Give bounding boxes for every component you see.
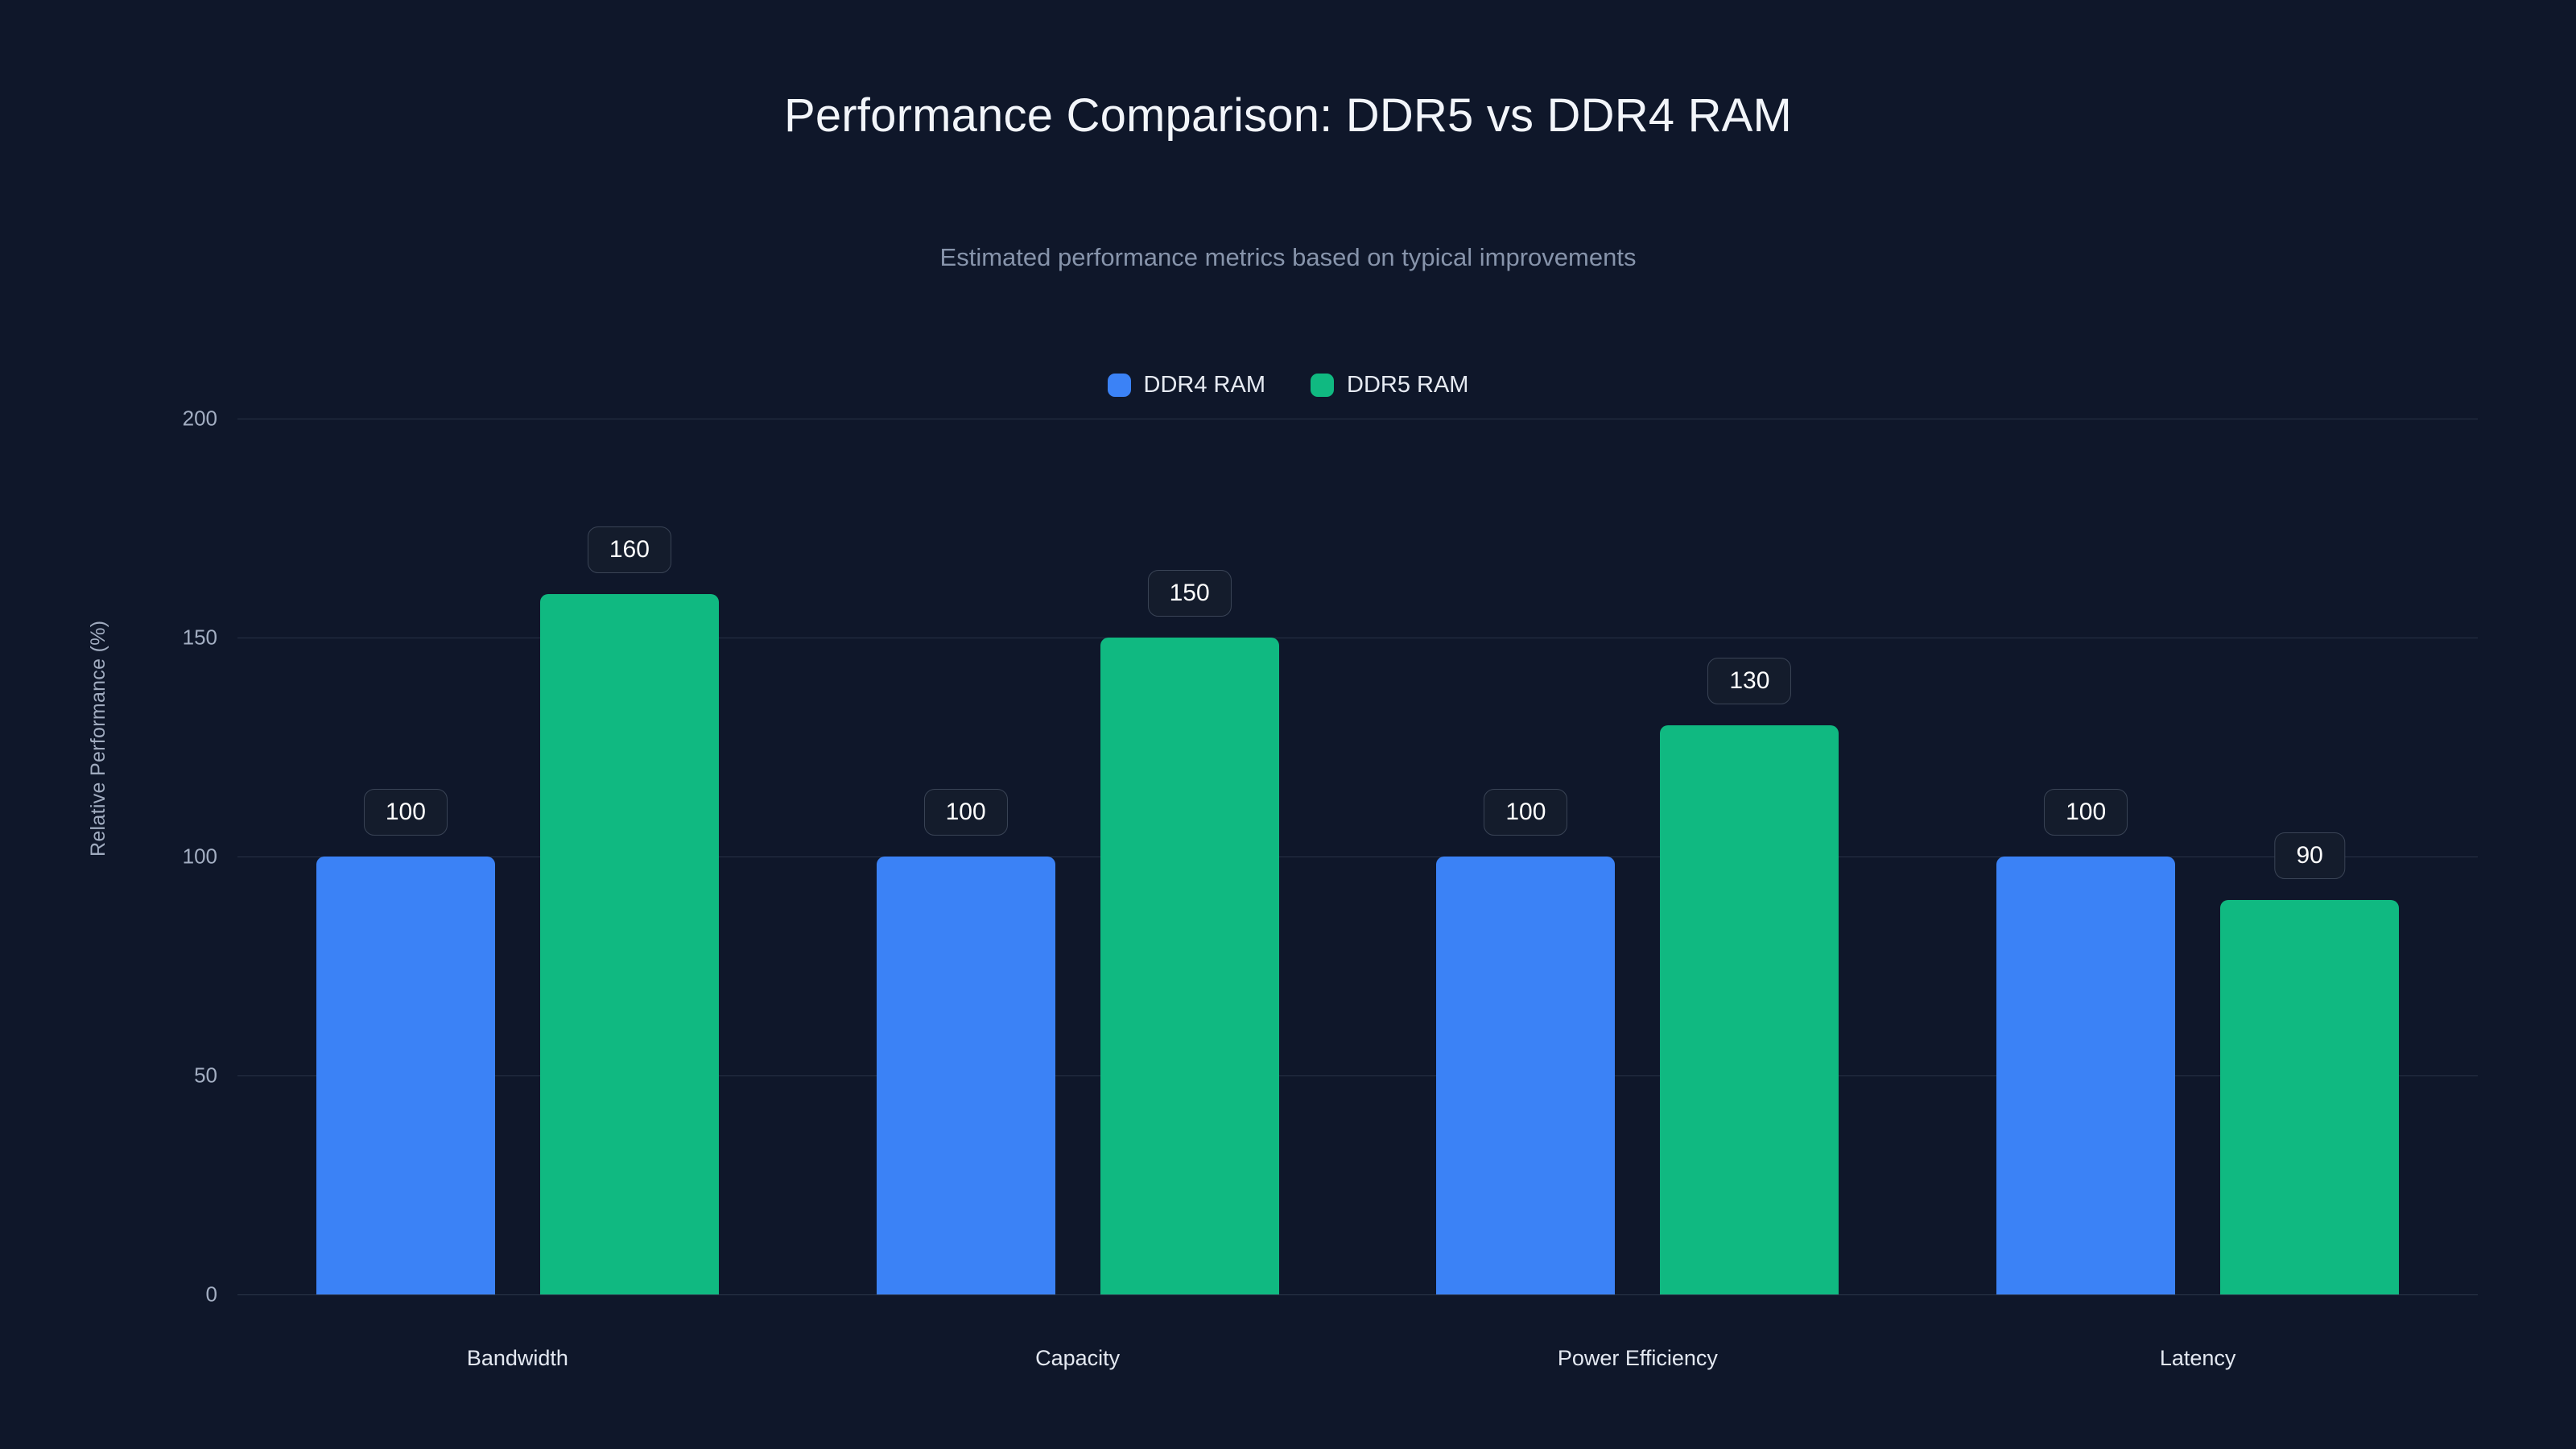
y-tick-label-200: 200 (182, 406, 217, 431)
bar[interactable] (539, 593, 719, 1294)
bar-value-label: 130 (1707, 657, 1792, 704)
gridline-0 (237, 1294, 2478, 1295)
bar[interactable] (1100, 638, 1279, 1294)
bar[interactable] (2220, 900, 2400, 1294)
y-tick-label-150: 150 (182, 625, 217, 650)
bar[interactable] (1436, 857, 1616, 1294)
legend-swatch-ddr5 (1311, 374, 1334, 397)
x-tick-label-latency: Latency (2159, 1346, 2236, 1370)
bar-value-label: 90 (2274, 832, 2345, 880)
bar-value-label: 150 (1147, 570, 1232, 617)
y-tick-label-0: 0 (205, 1282, 217, 1307)
bar-value-label: 100 (2044, 789, 2128, 836)
y-tick-label-50: 50 (194, 1063, 217, 1088)
bar-value-label: 160 (587, 526, 671, 573)
bar[interactable] (876, 857, 1055, 1294)
y-tick-label-100: 100 (182, 844, 217, 869)
bar-value-label: 100 (363, 789, 448, 836)
legend-item-ddr5[interactable]: DDR5 RAM (1311, 372, 1468, 398)
bar-value-label: 100 (923, 789, 1008, 836)
x-tick-label-capacity: Capacity (1035, 1346, 1121, 1370)
bar-value-label: 100 (1484, 789, 1568, 836)
gridline-50 (237, 1075, 2478, 1076)
legend-swatch-ddr4 (1107, 374, 1131, 397)
x-tick-label-bandwidth: Bandwidth (466, 1346, 568, 1370)
chart-legend: DDR4 RAM DDR5 RAM (0, 372, 2576, 398)
legend-item-ddr4[interactable]: DDR4 RAM (1107, 372, 1265, 398)
bar[interactable] (1996, 857, 2176, 1294)
legend-label-ddr4: DDR4 RAM (1143, 372, 1265, 398)
legend-label-ddr5: DDR5 RAM (1347, 372, 1469, 398)
y-axis-title: Relative Performance (%) (87, 620, 109, 857)
bar[interactable] (1660, 724, 1839, 1294)
chart-title: Performance Comparison: DDR5 vs DDR4 RAM (783, 89, 1793, 142)
bar[interactable] (316, 857, 495, 1294)
plot-area: 100 160 100 150 100 130 100 90 (237, 419, 2478, 1295)
x-tick-label-power-efficiency: Power Efficiency (1557, 1346, 1718, 1370)
chart-subtitle: Estimated performance metrics based on t… (939, 243, 1637, 271)
